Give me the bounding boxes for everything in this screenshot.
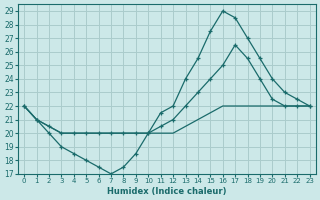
X-axis label: Humidex (Indice chaleur): Humidex (Indice chaleur): [107, 187, 227, 196]
